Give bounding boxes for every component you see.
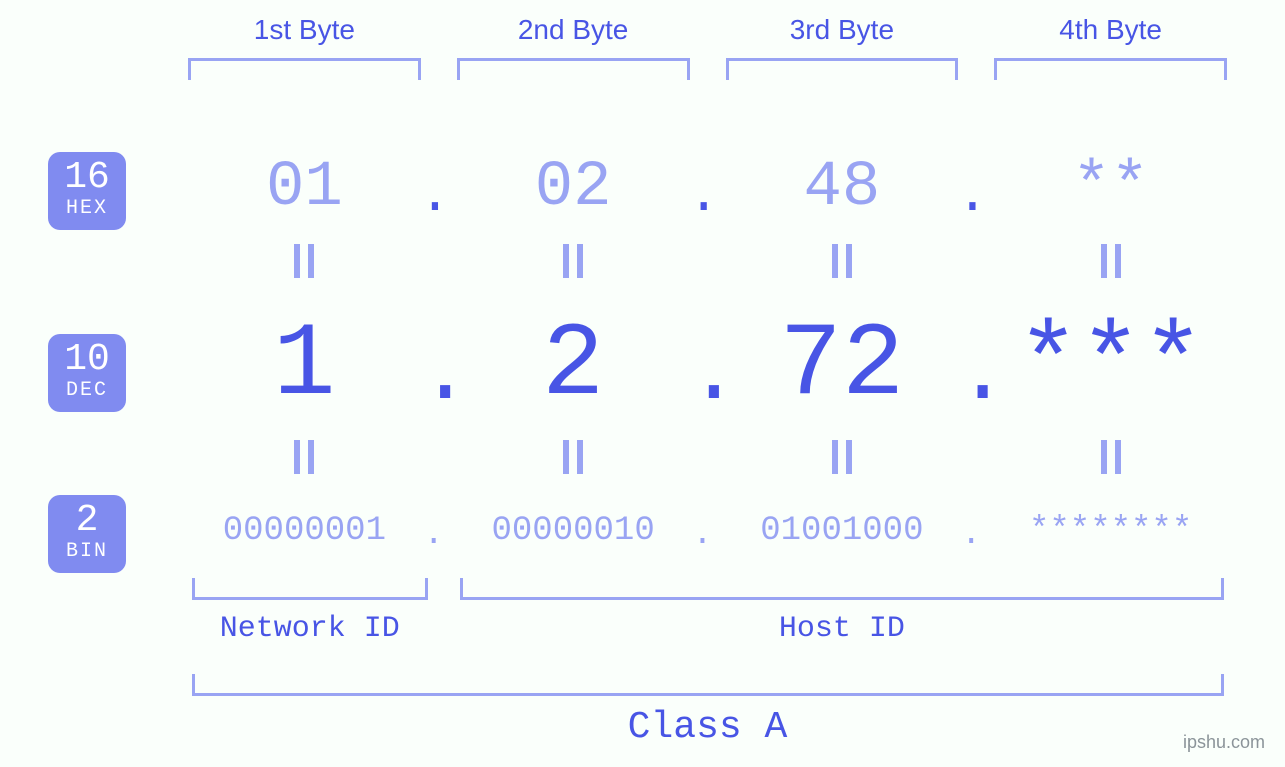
equals-icon [439,244,708,283]
equals-icon [439,440,708,479]
bin-value: 00000010 [439,512,708,550]
bin-value: 00000001 [170,512,439,550]
equals-icon [976,440,1245,479]
network-id-label: Network ID [192,612,429,646]
top-bracket-icon [457,58,690,80]
bin-value: 01001000 [708,512,977,550]
radix-badge-bin: 2 BIN [48,495,126,573]
class-label: Class A [192,706,1224,749]
equals-icon [170,244,439,283]
radix-abbr: DEC [48,380,126,402]
top-bracket-icon [726,58,959,80]
byte-column-3: 3rd Byte 48 72 01001000 . . . [708,0,977,767]
hex-value: 02 [439,152,708,224]
host-id-bracket-icon [460,578,1223,600]
column-label: 4th Byte [976,14,1245,46]
column-label: 3rd Byte [708,14,977,46]
byte-column-2: 2nd Byte 02 2 00000010 . . . [439,0,708,767]
equals-icon [170,440,439,479]
column-label: 2nd Byte [439,14,708,46]
hex-value: ** [976,152,1245,224]
dec-value: 2 [439,314,708,418]
radix-number: 2 [48,501,126,541]
byte-columns: 1st Byte 01 1 00000001 . . . 2nd Byte 02… [170,0,1245,767]
column-label: 1st Byte [170,14,439,46]
radix-number: 16 [48,158,126,198]
watermark: ipshu.com [1183,732,1265,753]
bin-value: ******** [976,512,1245,550]
hex-value: 01 [170,152,439,224]
byte-column-4: 4th Byte ** *** ******** [976,0,1245,767]
class-bracket-icon [192,674,1224,696]
byte-column-1: 1st Byte 01 1 00000001 . . . [170,0,439,767]
hex-value: 48 [708,152,977,224]
equals-icon [976,244,1245,283]
host-id-label: Host ID [460,612,1223,646]
radix-number: 10 [48,340,126,380]
equals-icon [708,440,977,479]
dec-value: 72 [708,314,977,418]
top-bracket-icon [994,58,1227,80]
top-bracket-icon [188,58,421,80]
network-id-bracket-icon [192,578,429,600]
equals-icon [708,244,977,283]
dec-value: *** [976,314,1245,418]
radix-badge-dec: 10 DEC [48,334,126,412]
radix-abbr: BIN [48,541,126,563]
dec-value: 1 [170,314,439,418]
radix-badge-hex: 16 HEX [48,152,126,230]
radix-abbr: HEX [48,198,126,220]
